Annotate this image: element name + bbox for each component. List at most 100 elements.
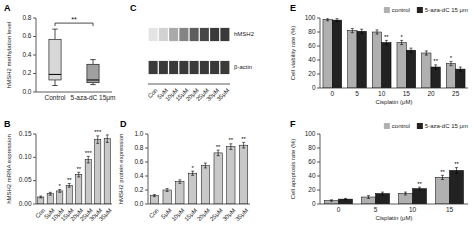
annotation: ** (71, 16, 77, 23)
annotation: ** (76, 166, 81, 172)
y-axis-label: Cell apoptosis rate (%) (290, 139, 296, 200)
error-bar (400, 40, 403, 44)
y-tick (33, 55, 36, 56)
y-tick (145, 134, 148, 135)
error-bar (330, 200, 333, 201)
x-axis-label: Cisplatin (μM) (375, 215, 412, 221)
y-tick (145, 162, 148, 163)
y-tick (317, 176, 320, 177)
error-bar (242, 142, 245, 148)
error-bar (326, 18, 329, 21)
y-tick (33, 73, 36, 74)
box (87, 64, 99, 83)
y-tick-label: 20 (308, 70, 316, 77)
error-bar (441, 175, 444, 179)
error-bar (449, 61, 452, 65)
y-tick (33, 92, 36, 93)
y-tick (145, 190, 148, 191)
error-bar (166, 189, 169, 192)
error-bar (96, 136, 99, 143)
x-axis-line (320, 204, 468, 205)
annotation: ** (67, 177, 72, 183)
annotation: * (59, 183, 62, 189)
error-bar (367, 196, 370, 199)
bars (38, 135, 111, 204)
x-tick-label: 20 (427, 90, 435, 97)
y-tick (145, 204, 148, 205)
bands (149, 28, 230, 74)
bar (76, 175, 82, 204)
band (220, 61, 229, 74)
error-bar (360, 29, 363, 33)
bar (163, 190, 171, 204)
x-tick-label: 10 (409, 206, 417, 213)
y-axis-line (36, 18, 37, 92)
whisker-high (55, 29, 56, 39)
y-axis-label: hMSH2 mRNA expression (6, 134, 12, 204)
y-tick-label: 0.05 (19, 176, 32, 183)
y-tick (33, 18, 36, 19)
y-axis-line (320, 18, 321, 88)
band (159, 61, 168, 74)
y-tick-label: 0.15 (19, 130, 32, 137)
row-label: hMSH2 (234, 31, 255, 37)
y-tick-label: 80 (308, 28, 316, 35)
bar (38, 197, 44, 204)
bar (339, 199, 353, 204)
error-bar (459, 67, 462, 71)
error-bar (375, 30, 378, 34)
bar (397, 43, 406, 89)
band (159, 28, 168, 41)
error-bar (455, 168, 458, 174)
band (200, 28, 209, 41)
error-bar (404, 192, 407, 195)
panel: 0.00.20.40.60.8hMSH2 methylation levelCo… (4, 3, 115, 102)
y-tick-label: 100 (305, 14, 316, 21)
bar (382, 43, 391, 89)
error-bar (336, 19, 339, 22)
y-tick (33, 134, 36, 135)
y-tick (33, 180, 36, 181)
y-tick (317, 190, 320, 191)
y-axis-line (148, 134, 149, 204)
legend-label: 5-aza-dC 15 μm (425, 7, 468, 13)
x-tick-label: 0 (337, 206, 341, 213)
bar (227, 147, 235, 204)
x-tick-label: 15 (403, 90, 411, 97)
panel-label: C (130, 3, 137, 13)
x-axis-line (36, 92, 112, 93)
x-tick-label: 35μM (98, 207, 113, 222)
y-tick-label: 0.4 (22, 51, 31, 58)
y-tick-label: 20 (308, 186, 316, 193)
y-tick-label: 1.0 (134, 130, 143, 137)
y-tick-label: 0.6 (22, 32, 31, 39)
error-bar (351, 29, 354, 33)
bar (348, 31, 357, 88)
y-tick (145, 148, 148, 149)
error-bar (381, 192, 384, 195)
legend-swatch (417, 7, 423, 13)
bar (372, 32, 381, 88)
bar (104, 139, 110, 204)
y-tick (33, 157, 36, 158)
median (87, 79, 99, 80)
x-axis-line (148, 84, 230, 85)
y-tick-label: 0.2 (134, 186, 143, 193)
error-bar (217, 150, 220, 156)
y-axis-line (320, 134, 321, 204)
legend-swatch (417, 123, 423, 129)
y-tick-label: 0.0 (22, 88, 31, 95)
annotation: ** (384, 34, 389, 40)
bars (323, 18, 465, 88)
y-axis-label: hMSH2 protein expression (118, 134, 124, 205)
bar (357, 31, 366, 88)
x-tick-label: 10μM (170, 207, 185, 222)
legend-label: control (392, 7, 410, 13)
panel-label: F (290, 119, 296, 129)
y-tick (317, 60, 320, 61)
legend: control5-aza-dC 15 μm (384, 123, 468, 129)
panel: 020406080100Cell apoptosis rate (%)05101… (290, 119, 468, 221)
y-tick-label: 0 (312, 84, 316, 91)
y-tick-label: 0.8 (22, 14, 31, 21)
y-tick (317, 204, 320, 205)
